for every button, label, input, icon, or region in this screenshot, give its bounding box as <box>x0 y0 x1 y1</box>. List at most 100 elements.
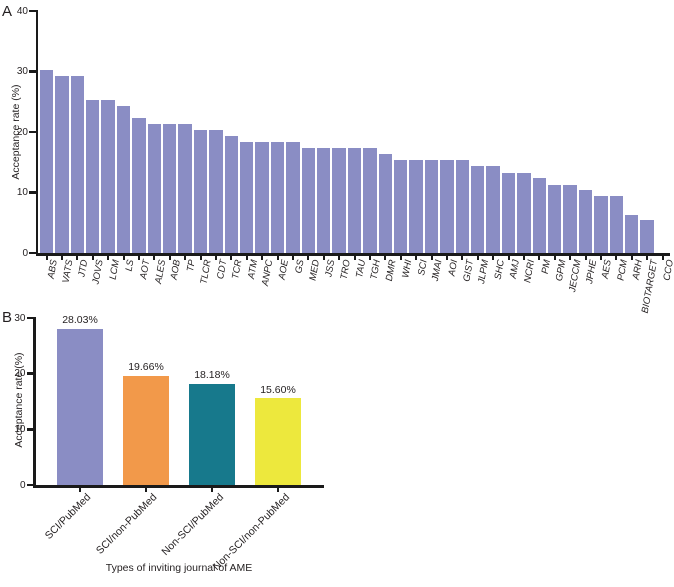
y-tick <box>26 428 33 431</box>
x-tick <box>415 255 418 261</box>
bar-ales <box>147 124 162 253</box>
value-label-sci-non-pubmed: 19.66% <box>128 361 164 374</box>
x-tick <box>599 255 602 261</box>
bar-pcm <box>609 196 624 253</box>
y-tick <box>26 483 33 487</box>
x-tick <box>630 255 633 261</box>
y-tick-label: 30 <box>14 312 26 324</box>
x-tick-label-non-sci-non-pubmed: Non-SCI/non-PubMed <box>210 491 292 573</box>
bar-tgh <box>363 148 377 253</box>
bar-jlpm <box>470 166 485 253</box>
x-tick <box>584 255 587 261</box>
x-tick <box>45 255 48 261</box>
x-tick <box>522 255 525 261</box>
bar-ncri <box>517 172 531 253</box>
bar-non-sci-non-pubmed <box>255 398 301 485</box>
x-tick-label-sci-pubmed: SCI/PubMed <box>43 491 94 542</box>
x-tick <box>60 255 63 261</box>
x-tick <box>107 255 110 261</box>
y-axis-line <box>33 316 36 488</box>
x-tick <box>322 255 325 261</box>
x-axis-line <box>33 485 324 488</box>
bar-jeccm <box>563 184 577 253</box>
bar-gist <box>455 160 470 253</box>
x-tick <box>245 255 248 261</box>
bar-cdt <box>209 130 223 253</box>
bar-aot <box>132 118 146 253</box>
bar-jtd <box>70 75 85 253</box>
bar-gs <box>286 142 300 253</box>
bar-sci-non-pubmed <box>123 375 169 485</box>
x-tick <box>646 255 649 261</box>
x-tick <box>137 255 140 261</box>
bar-aoe <box>270 142 285 253</box>
y-tick <box>29 70 36 73</box>
bar-tcr <box>224 136 239 253</box>
bar-med <box>301 148 316 253</box>
bar-aoi <box>440 160 454 253</box>
bar-whi <box>393 160 408 253</box>
x-tick <box>353 255 356 261</box>
bar-abs <box>39 69 54 253</box>
x-tick <box>492 255 495 261</box>
bar-jphe <box>578 190 593 253</box>
y-tick <box>26 316 33 320</box>
y-tick-label: 10 <box>16 187 28 198</box>
x-tick <box>211 487 213 493</box>
x-tick <box>399 255 402 261</box>
y-tick <box>29 9 36 13</box>
bar-non-sci-pubmed <box>189 383 235 485</box>
bar-dmr <box>378 154 393 253</box>
x-tick <box>230 255 233 261</box>
y-tick-label: 0 <box>19 479 26 491</box>
x-tick-label-sci-non-pubmed: SCI/non-PubMed <box>94 491 160 557</box>
bar-amj <box>501 172 516 253</box>
bar-tlcr <box>193 130 208 253</box>
value-label-sci-pubmed: 28.03% <box>62 314 98 327</box>
panel-a-label: A <box>2 3 13 20</box>
x-tick-label-non-sci-pubmed: Non-SCI/PubMed <box>159 491 226 558</box>
x-axis-line <box>35 253 670 256</box>
bar-atm <box>239 142 254 253</box>
x-tick <box>538 255 541 261</box>
y-tick-label: 0 <box>22 247 28 259</box>
x-tick <box>338 255 341 261</box>
bar-ls <box>116 105 131 253</box>
bar-aob <box>162 124 177 253</box>
bar-anpc <box>255 142 269 253</box>
x-tick <box>122 255 125 261</box>
x-tick <box>615 255 618 261</box>
x-tick <box>384 255 387 261</box>
y-tick-label: 20 <box>14 368 26 380</box>
x-tick <box>307 255 310 261</box>
x-tick <box>168 255 171 261</box>
x-tick <box>430 255 433 261</box>
bar-gpm <box>547 184 562 253</box>
panel-b-x-axis-title: Types of inviting journal of AME <box>105 562 253 574</box>
y-tick-label: 40 <box>16 5 28 17</box>
y-tick <box>29 251 36 255</box>
x-tick <box>214 255 217 261</box>
x-tick <box>199 255 202 261</box>
x-tick <box>184 255 187 261</box>
x-tick <box>76 255 79 261</box>
bar-jovs <box>85 99 100 253</box>
x-tick <box>507 255 510 261</box>
bar-aes <box>594 196 608 253</box>
bar-pm <box>532 177 547 253</box>
value-label-non-sci-pubmed: 18.18% <box>194 369 230 382</box>
x-tick <box>145 487 147 493</box>
panel-b-label: B <box>2 309 13 326</box>
bar-jss <box>316 148 331 253</box>
bar-arh <box>624 214 639 253</box>
bar-sci-pubmed <box>57 328 103 485</box>
x-tick <box>277 487 279 493</box>
bar-sci <box>409 160 423 253</box>
x-tick <box>91 255 94 261</box>
bar-tp <box>178 124 192 253</box>
bar-lcm <box>101 99 115 253</box>
x-tick <box>476 255 479 261</box>
bar-tro <box>332 148 346 253</box>
